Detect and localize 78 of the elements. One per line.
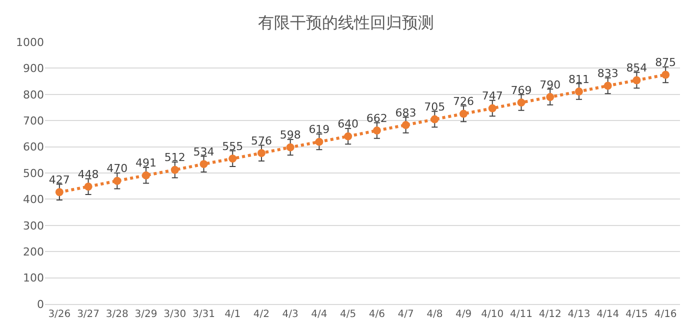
point — [662, 70, 670, 79]
x-tick-label: 4/7 — [398, 309, 414, 320]
data-label: 875 — [655, 56, 676, 69]
data-label: 427 — [48, 173, 70, 186]
y-tick-label: 200 — [23, 245, 44, 258]
chart-title: 有限干预的线性回归预测 — [258, 13, 434, 32]
point — [84, 182, 92, 191]
y-tick-label: 900 — [23, 62, 44, 76]
x-tick-label: 3/30 — [164, 309, 186, 320]
x-tick-label: 4/16 — [654, 309, 677, 320]
point — [200, 160, 208, 168]
x-tick-label: 4/8 — [426, 309, 443, 320]
point — [344, 132, 352, 140]
data-label: 512 — [164, 151, 186, 164]
data-label: 769 — [510, 84, 532, 97]
y-tick-label: 0 — [37, 298, 44, 311]
point — [142, 171, 150, 180]
data-label: 491 — [136, 156, 157, 170]
x-tick-label: 3/29 — [134, 309, 158, 320]
data-label: 619 — [308, 123, 330, 136]
data-label: 705 — [424, 100, 446, 114]
data-label: 576 — [250, 134, 272, 148]
x-tick-label: 4/10 — [481, 309, 504, 320]
y-tick-label: 600 — [23, 140, 44, 154]
data-label: 534 — [193, 145, 214, 158]
x-tick-label: 3/28 — [106, 309, 128, 320]
point — [257, 149, 266, 158]
point — [632, 76, 641, 84]
point — [170, 166, 179, 174]
x-tick-label: 4/4 — [311, 309, 328, 320]
point — [113, 176, 122, 185]
y-tick-label: 100 — [23, 272, 44, 285]
data-label: 833 — [597, 67, 618, 80]
y-tick-label: 1000 — [16, 36, 44, 49]
point — [604, 82, 612, 90]
data-label: 640 — [338, 118, 359, 131]
y-tick-label: 800 — [23, 88, 44, 102]
point — [430, 115, 439, 124]
point — [517, 98, 526, 107]
x-tick-label: 4/13 — [568, 309, 590, 320]
x-tick-label: 4/14 — [596, 309, 620, 320]
data-label: 811 — [568, 72, 590, 86]
y-tick-label: 300 — [23, 219, 44, 232]
y-tick-label: 400 — [23, 193, 44, 206]
x-tick-label: 4/15 — [625, 309, 648, 320]
x-tick-label: 4/9 — [455, 309, 472, 320]
x-tick-label: 4/2 — [253, 309, 270, 320]
x-tick-label: 4/12 — [538, 309, 562, 320]
x-tick-label: 4/1 — [224, 309, 241, 320]
point — [286, 143, 294, 152]
point — [574, 88, 583, 96]
point — [315, 138, 324, 146]
x-tick-label: 3/26 — [48, 309, 71, 320]
x-tick-label: 3/31 — [192, 309, 215, 320]
data-label: 555 — [222, 140, 244, 153]
data-label: 790 — [540, 78, 561, 92]
data-label: 448 — [78, 168, 99, 181]
data-label: 747 — [482, 90, 503, 103]
data-label: 854 — [626, 62, 648, 74]
point — [55, 188, 64, 196]
data-label: 683 — [395, 106, 416, 120]
point — [460, 110, 468, 118]
data-label: 726 — [453, 95, 474, 108]
data-label: 470 — [106, 162, 128, 176]
x-tick-label: 4/11 — [510, 309, 532, 320]
x-tick-label: 4/5 — [340, 309, 356, 320]
point — [228, 154, 237, 163]
point — [402, 121, 410, 130]
y-tick-label: 500 — [23, 166, 44, 180]
data-label: 598 — [280, 128, 301, 142]
data-label: 662 — [366, 112, 388, 125]
y-tick-label: 700 — [23, 114, 44, 128]
x-tick-label: 4/6 — [368, 309, 385, 320]
x-tick-label: 4/3 — [282, 309, 298, 320]
point — [488, 104, 496, 112]
point — [372, 126, 381, 135]
x-tick-label: 3/27 — [77, 309, 100, 320]
point — [546, 93, 554, 102]
